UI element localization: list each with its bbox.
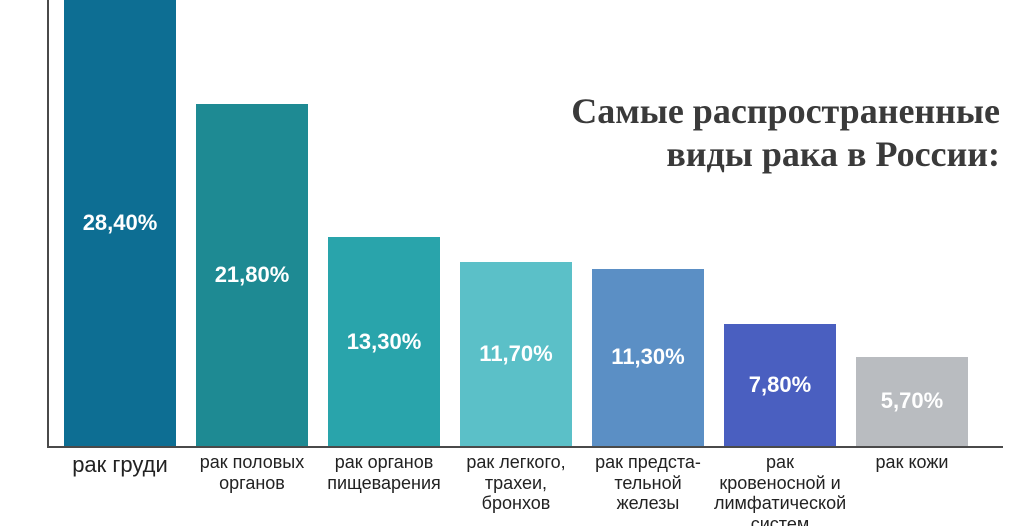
plot-area: 28,40% 21,80% 13,30% 11,70% 11,30% 7,80% 5,70% (47, 0, 1007, 446)
x-label: рак предста­тельной железы (582, 452, 714, 514)
x-label: рак груди (54, 452, 186, 477)
x-label: рак легкого, трахеи, бронхов (450, 452, 582, 514)
bar-value: 21,80% (196, 262, 308, 288)
bar: 5,70% (856, 357, 968, 447)
bar-value: 5,70% (856, 388, 968, 414)
bar: 11,70% (460, 262, 572, 446)
bar-value: 7,80% (724, 372, 836, 398)
x-labels: рак грудирак половых органоврак органов … (47, 452, 1003, 522)
x-label: рак половых органов (186, 452, 318, 493)
x-label: рак кожи (846, 452, 978, 473)
x-label: рак кровеносной и лимфатической систем (714, 452, 846, 526)
bar-value: 11,30% (592, 344, 704, 370)
bar: 13,30% (328, 237, 440, 446)
x-label: рак органов пищеварения (318, 452, 450, 493)
bar: 21,80% (196, 104, 308, 446)
bar: 7,80% (724, 324, 836, 446)
cancer-types-bar-chart: Самые распространенные виды рака в Росси… (0, 0, 1024, 526)
bar-value: 13,30% (328, 329, 440, 355)
bar-value: 28,40% (64, 210, 176, 236)
x-axis (47, 446, 1003, 448)
bar: 11,30% (592, 269, 704, 446)
bar-value: 11,70% (460, 341, 572, 367)
bar: 28,40% (64, 0, 176, 446)
